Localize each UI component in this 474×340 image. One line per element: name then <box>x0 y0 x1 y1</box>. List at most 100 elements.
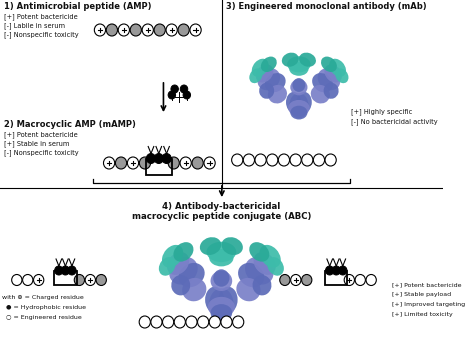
Circle shape <box>94 24 106 36</box>
Ellipse shape <box>207 242 236 262</box>
Ellipse shape <box>173 242 193 262</box>
Circle shape <box>280 274 290 286</box>
Circle shape <box>192 157 203 169</box>
Circle shape <box>154 153 164 164</box>
Circle shape <box>55 266 63 275</box>
Circle shape <box>183 91 191 99</box>
Circle shape <box>190 24 201 36</box>
Circle shape <box>291 274 301 286</box>
Circle shape <box>174 316 185 328</box>
Circle shape <box>130 24 141 36</box>
Ellipse shape <box>261 56 277 72</box>
Circle shape <box>166 24 177 36</box>
Ellipse shape <box>253 275 272 295</box>
Circle shape <box>74 274 84 286</box>
Ellipse shape <box>249 242 269 262</box>
Ellipse shape <box>209 249 234 267</box>
Circle shape <box>186 316 197 328</box>
Ellipse shape <box>268 85 287 103</box>
Circle shape <box>344 274 355 286</box>
Ellipse shape <box>312 73 333 92</box>
Circle shape <box>168 91 175 99</box>
Ellipse shape <box>311 85 330 103</box>
Ellipse shape <box>286 92 301 113</box>
Text: ● = Hydrophobic residue: ● = Hydrophobic residue <box>6 305 86 310</box>
Text: [+] Highly specific: [+] Highly specific <box>351 108 412 115</box>
Circle shape <box>12 274 22 286</box>
Text: [+] Stable payload: [+] Stable payload <box>392 292 451 297</box>
Circle shape <box>255 154 266 166</box>
Text: [+] Stable in serum: [+] Stable in serum <box>4 140 69 147</box>
Ellipse shape <box>237 278 261 301</box>
Ellipse shape <box>299 53 316 67</box>
Ellipse shape <box>318 68 340 90</box>
Circle shape <box>162 153 171 164</box>
Circle shape <box>151 316 162 328</box>
Ellipse shape <box>289 62 309 76</box>
Circle shape <box>61 266 70 275</box>
Text: 4) Antibody-bactericidal
macrocyclic peptide conjugate (ABC): 4) Antibody-bactericidal macrocyclic pep… <box>132 202 311 221</box>
Ellipse shape <box>290 106 308 119</box>
Text: ○ = Engineered residue: ○ = Engineered residue <box>6 315 82 320</box>
Ellipse shape <box>221 237 243 255</box>
Ellipse shape <box>167 252 189 275</box>
Circle shape <box>171 85 178 93</box>
Ellipse shape <box>200 237 221 255</box>
Circle shape <box>142 24 154 36</box>
Circle shape <box>221 316 232 328</box>
Ellipse shape <box>324 64 342 83</box>
Ellipse shape <box>297 92 312 113</box>
Ellipse shape <box>265 73 286 92</box>
Circle shape <box>23 274 33 286</box>
Ellipse shape <box>259 245 281 268</box>
Ellipse shape <box>182 278 206 301</box>
Ellipse shape <box>179 263 205 287</box>
Ellipse shape <box>267 257 284 276</box>
Text: [+] Improved targeting: [+] Improved targeting <box>392 302 465 307</box>
Ellipse shape <box>329 59 346 77</box>
Ellipse shape <box>288 100 310 116</box>
Circle shape <box>326 266 334 275</box>
Ellipse shape <box>171 275 190 295</box>
Circle shape <box>332 266 340 275</box>
Circle shape <box>116 157 127 169</box>
Ellipse shape <box>257 68 280 90</box>
Ellipse shape <box>324 83 338 99</box>
Circle shape <box>163 316 174 328</box>
Circle shape <box>180 157 191 169</box>
Ellipse shape <box>169 257 198 285</box>
Ellipse shape <box>255 64 273 83</box>
Circle shape <box>106 24 118 36</box>
Circle shape <box>204 157 215 169</box>
Circle shape <box>118 24 129 36</box>
Ellipse shape <box>213 269 229 287</box>
Ellipse shape <box>252 59 269 77</box>
Text: 2) Macrocyclic AMP (mAMP): 2) Macrocyclic AMP (mAMP) <box>4 120 136 129</box>
Circle shape <box>278 154 290 166</box>
Bar <box>54 271 77 285</box>
Ellipse shape <box>219 287 237 313</box>
Ellipse shape <box>208 297 235 317</box>
Bar <box>146 159 172 175</box>
Circle shape <box>290 154 301 166</box>
Ellipse shape <box>254 252 276 275</box>
Text: [+] Potent bactericide: [+] Potent bactericide <box>4 13 77 20</box>
Circle shape <box>301 154 313 166</box>
Circle shape <box>313 154 325 166</box>
Circle shape <box>232 154 243 166</box>
Circle shape <box>366 274 376 286</box>
Ellipse shape <box>321 56 337 72</box>
Circle shape <box>243 154 255 166</box>
Circle shape <box>355 274 365 286</box>
Ellipse shape <box>292 78 305 92</box>
Circle shape <box>233 316 244 328</box>
Text: [+] Potent bactericide: [+] Potent bactericide <box>392 282 462 287</box>
Ellipse shape <box>159 257 175 276</box>
Circle shape <box>178 24 189 36</box>
Bar <box>325 271 347 285</box>
Text: [-] Nonspecific toxicity: [-] Nonspecific toxicity <box>4 149 78 156</box>
Circle shape <box>139 157 151 169</box>
Circle shape <box>325 154 336 166</box>
Ellipse shape <box>238 263 264 287</box>
Circle shape <box>154 24 165 36</box>
